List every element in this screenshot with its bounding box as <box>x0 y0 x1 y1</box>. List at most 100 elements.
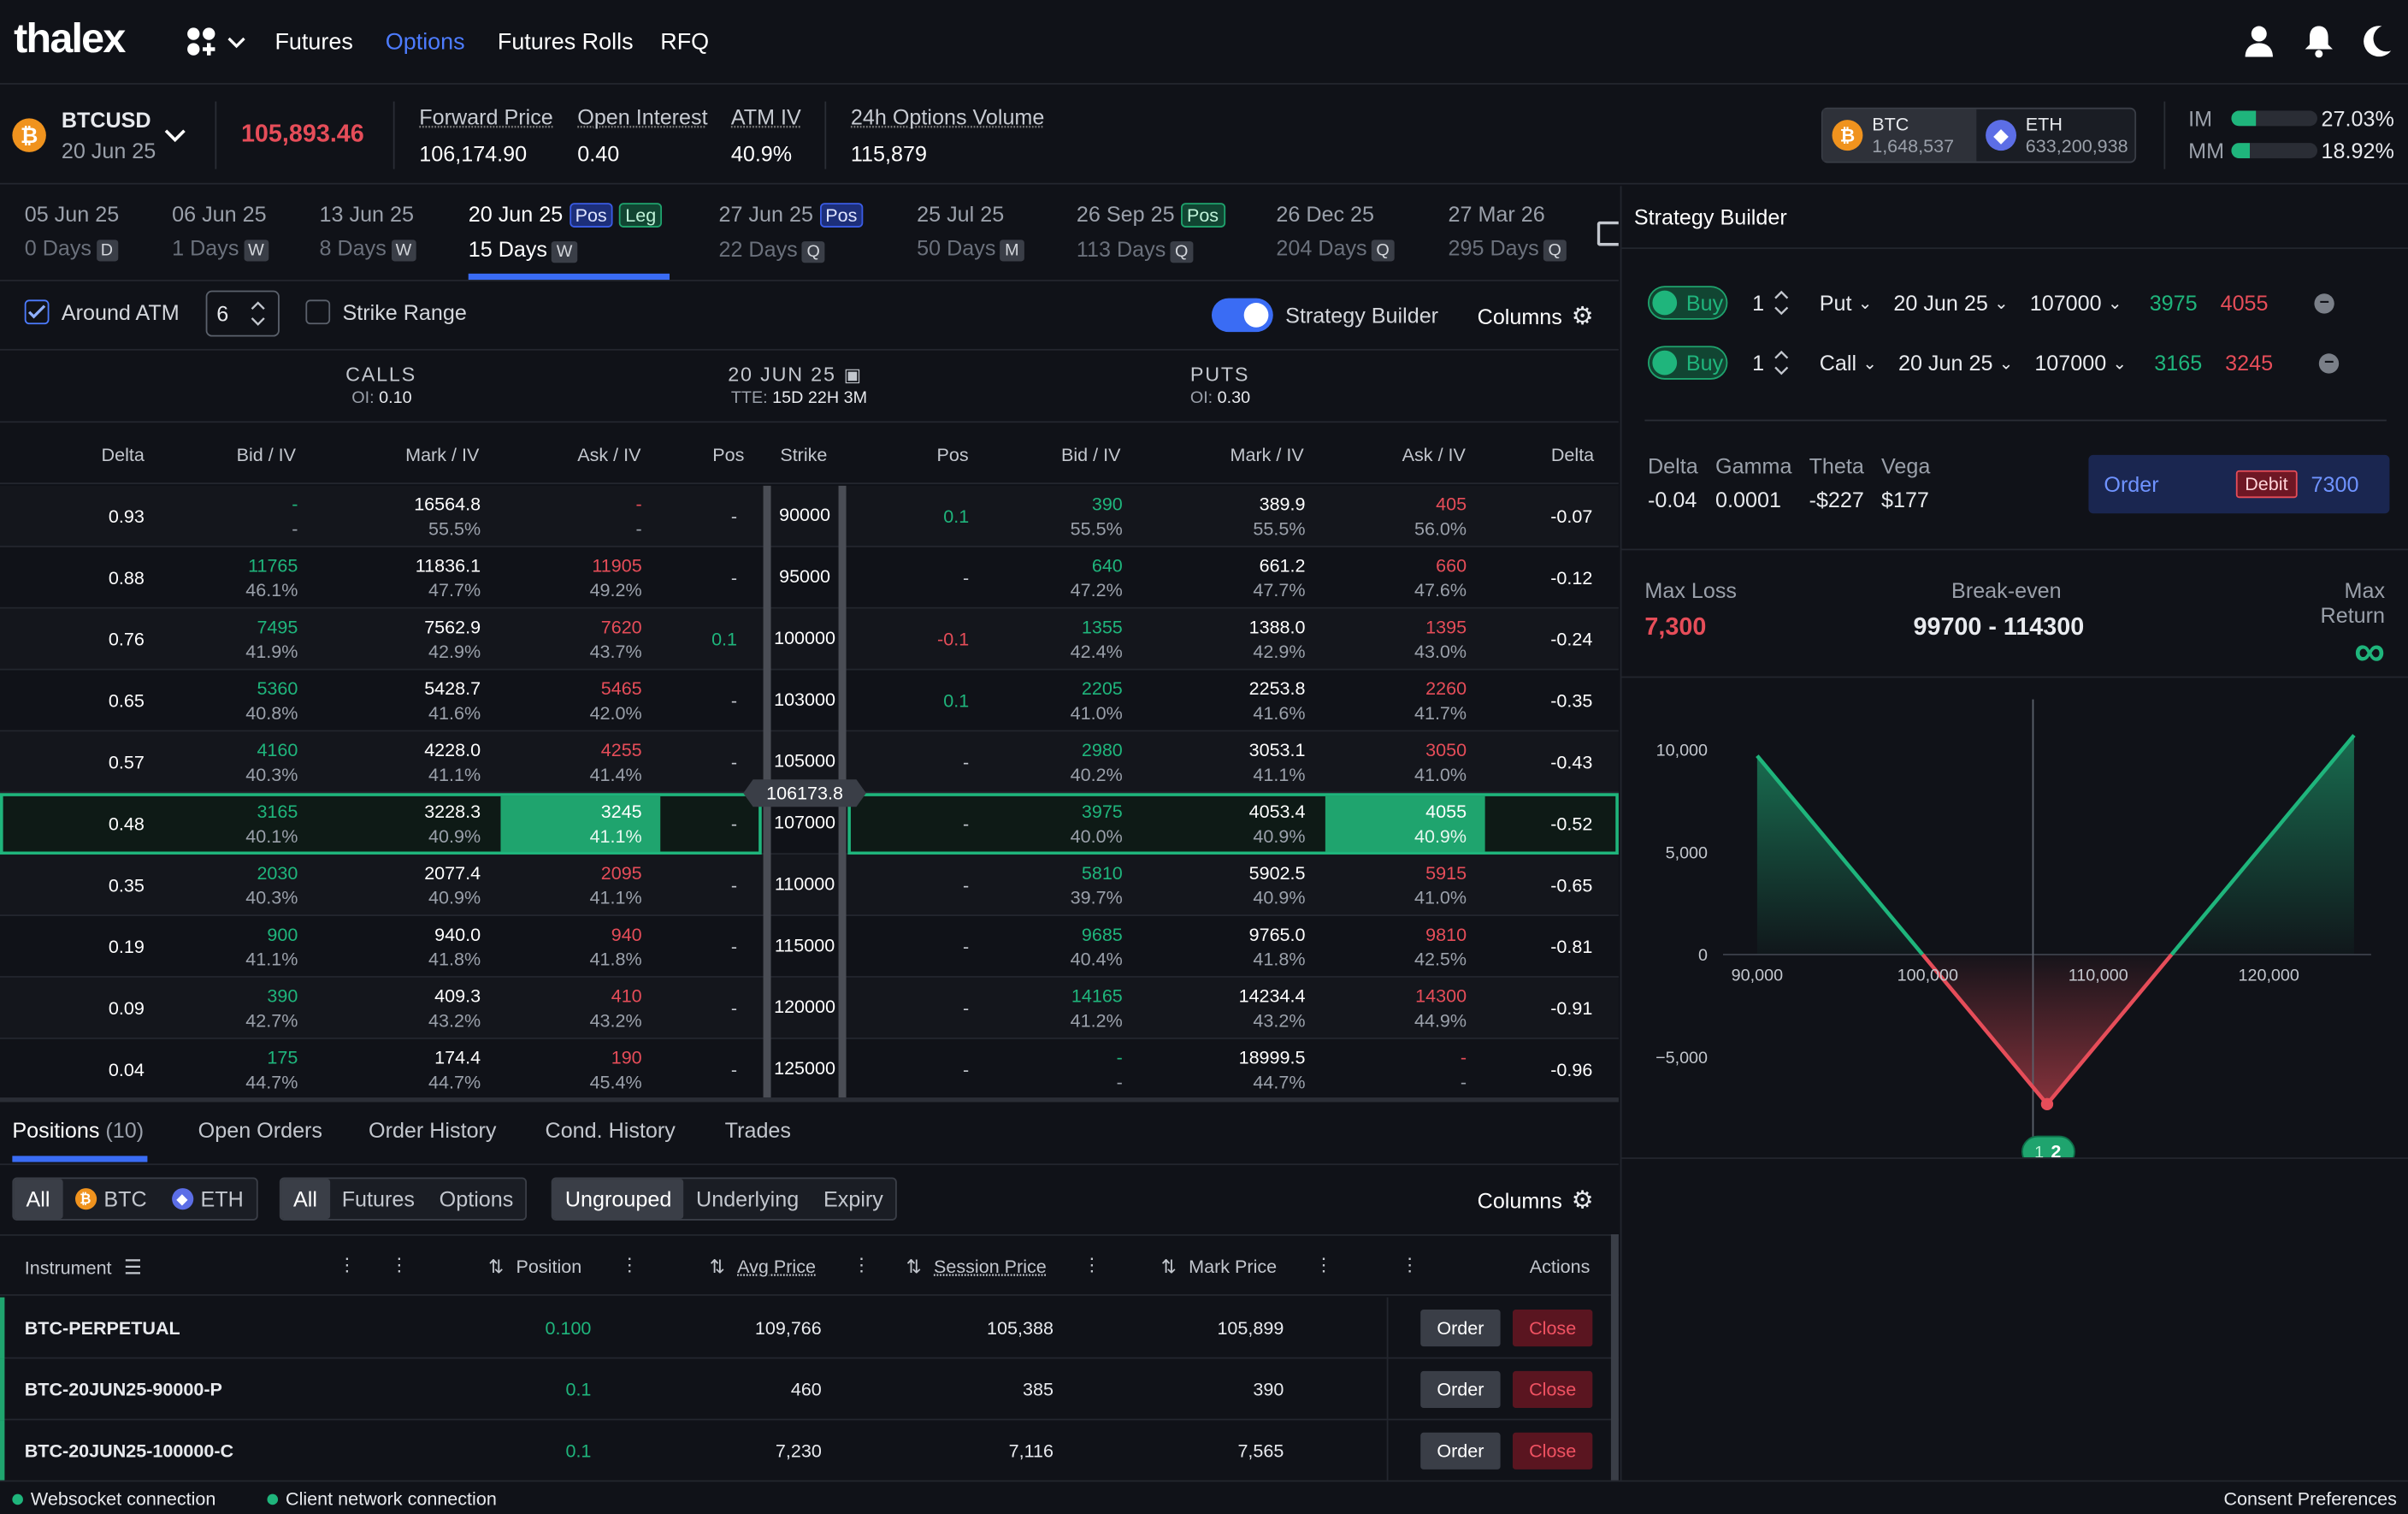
filter-ungrouped[interactable]: Ungrouped <box>552 1179 684 1220</box>
remove-leg-icon[interactable]: − <box>2314 293 2334 313</box>
close-button[interactable]: Close <box>1512 1432 1593 1470</box>
nav-options[interactable]: Options <box>385 29 465 56</box>
expiry-tab-25jul[interactable]: 25 Jul 25 50 Days M <box>917 201 1024 262</box>
chain-cell-ca[interactable]: 940 41.8% <box>589 923 642 970</box>
col-strike[interactable]: Strike <box>780 444 828 466</box>
leg-strike-select[interactable]: 107000 <box>2034 350 2107 376</box>
leg-strike-select[interactable]: 107000 <box>2029 290 2102 316</box>
strike-range-checkbox[interactable]: Strike Range <box>305 299 467 325</box>
chain-cell-pa[interactable]: 660 47.6% <box>1414 554 1467 601</box>
col-instrument[interactable]: Instrument ☰ <box>24 1256 142 1280</box>
filter-options[interactable]: Options <box>439 1186 514 1212</box>
apps-menu-button[interactable] <box>186 27 247 57</box>
chain-cell-ca[interactable]: -- <box>635 493 642 540</box>
chain-cell-pa[interactable]: 2260 41.7% <box>1414 677 1467 724</box>
scroll-tabs-icon[interactable] <box>1596 221 1619 246</box>
order-button[interactable]: Order <box>1420 1310 1501 1347</box>
chain-cell-cb[interactable]: 175 44.7% <box>245 1046 298 1093</box>
chain-cell-pb[interactable]: 3975 40.0% <box>1070 801 1123 848</box>
col-menu-icon[interactable]: ⋮ <box>1400 1254 1419 1276</box>
tab-cond-history[interactable]: Cond. History <box>545 1117 676 1143</box>
expiry-tab-13jun[interactable]: 13 Jun 25 8 Days W <box>320 201 416 262</box>
chain-row[interactable]: 0.65 5360 40.8% 5428.7 41.6% 5465 42.0% - 0.1 220… <box>0 670 1619 732</box>
col-menu-icon[interactable]: ⋮ <box>1314 1254 1333 1276</box>
chain-cell-ca[interactable]: 2095 41.1% <box>589 862 642 909</box>
expiry-tab-05jun[interactable]: 05 Jun 25 0 Days D <box>24 201 120 262</box>
chain-cell-pb[interactable]: 1355 42.4% <box>1070 616 1123 663</box>
chain-cell-cm[interactable]: 7562.9 42.9% <box>424 616 481 663</box>
chain-cell-ca[interactable]: 3245 41.1% <box>589 801 642 848</box>
col-menu-icon[interactable]: ⋮ <box>338 1254 357 1276</box>
chain-cell-pa[interactable]: 3050 41.0% <box>1414 739 1467 786</box>
col-put-pos[interactable]: Pos <box>936 444 969 466</box>
nav-futures[interactable]: Futures <box>274 29 353 56</box>
chain-cell-pb[interactable]: 2980 40.2% <box>1070 739 1123 786</box>
position-row[interactable]: BTC-20JUN25-90000-P 0.1 460 385 390 Order Clos… <box>0 1358 1619 1421</box>
chain-row[interactable]: 0.35 2030 40.3% 2077.4 40.9% 2095 41.1% - - 5810 3… <box>0 855 1619 917</box>
chain-row[interactable]: 0.48 3165 40.1% 3228.3 40.9% 3245 41.1% - - 3975 4… <box>0 793 1619 855</box>
chain-cell-pm[interactable]: 9765.0 41.8% <box>1248 923 1306 970</box>
tab-order-history[interactable]: Order History <box>369 1117 497 1143</box>
tab-open-orders[interactable]: Open Orders <box>198 1117 323 1143</box>
leg-qty[interactable]: 1 <box>1752 290 1765 316</box>
expiry-tab-27mar[interactable]: 27 Mar 26 295 Days Q <box>1449 201 1567 262</box>
chain-cell-pa[interactable]: 4055 40.9% <box>1414 801 1467 848</box>
nav-rfq[interactable]: RFQ <box>660 29 710 56</box>
col-mark-price[interactable]: ⇅ Mark Price <box>1160 1256 1278 1278</box>
col-avg-price[interactable]: ⇅ Avg Price <box>709 1256 816 1278</box>
chain-cell-pb[interactable]: 5810 39.7% <box>1070 862 1123 909</box>
chain-cell-pm[interactable]: 389.9 55.5% <box>1253 493 1306 540</box>
tab-positions[interactable]: Positions (10) <box>12 1117 145 1143</box>
close-button[interactable]: Close <box>1512 1310 1593 1347</box>
expiry-tab-06jun[interactable]: 06 Jun 25 1 Days W <box>172 201 269 262</box>
order-button[interactable]: Order <box>1420 1432 1501 1470</box>
chain-cell-cb[interactable]: 4160 40.3% <box>245 739 298 786</box>
chain-cell-cm[interactable]: 940.0 41.8% <box>428 923 481 970</box>
chain-cell-pa[interactable]: -- <box>1460 1046 1467 1093</box>
position-row[interactable]: BTC-20JUN25-100000-C 0.1 7,230 7,116 7,565 Or… <box>0 1420 1619 1482</box>
chain-cell-pb[interactable]: 14165 41.2% <box>1070 985 1123 1032</box>
positions-columns-button[interactable]: Columns ⚙ <box>1478 1185 1594 1215</box>
chain-cell-pm[interactable]: 2253.8 41.6% <box>1248 677 1306 724</box>
chain-cell-cm[interactable]: 11836.1 47.7% <box>415 554 481 601</box>
chain-cell-pm[interactable]: 1388.0 42.9% <box>1248 616 1306 663</box>
col-menu-icon[interactable]: ⋮ <box>852 1254 871 1276</box>
col-put-mark[interactable]: Mark / IV <box>1230 444 1304 466</box>
moon-icon[interactable] <box>2360 23 2394 57</box>
chain-cell-ca[interactable]: 410 43.2% <box>589 985 642 1032</box>
stepper-arrows-icon[interactable] <box>1774 286 1789 320</box>
chain-cell-cb[interactable]: -- <box>292 493 298 540</box>
chain-cell-cm[interactable]: 409.3 43.2% <box>428 985 481 1032</box>
chain-row[interactable]: 0.57 4160 40.3% 4228.0 41.1% 4255 41.4% - - 2980 4… <box>0 731 1619 794</box>
stepper-arrows-icon[interactable] <box>1774 346 1789 380</box>
bell-icon[interactable] <box>2304 25 2334 59</box>
col-menu-icon[interactable]: ⋮ <box>620 1254 640 1276</box>
chain-cell-ca[interactable]: 11905 49.2% <box>589 554 642 601</box>
chain-cell-pm[interactable]: 18999.5 44.7% <box>1238 1046 1306 1093</box>
col-call-pos[interactable]: Pos <box>712 444 745 466</box>
leg-expiry-select[interactable]: 20 Jun 25 <box>1897 350 1993 376</box>
chain-row[interactable]: 0.09 390 42.7% 409.3 43.2% 410 43.2% - - 14165 41.… <box>0 977 1619 1039</box>
filter-expiry[interactable]: Expiry <box>823 1186 883 1212</box>
user-icon[interactable] <box>2244 25 2275 59</box>
chain-cell-pa[interactable]: 1395 43.0% <box>1414 616 1467 663</box>
col-call-delta[interactable]: Delta <box>101 444 145 466</box>
strategy-builder-toggle[interactable]: Strategy Builder <box>1211 298 1438 333</box>
expiry-tab-20jun[interactable]: 20 Jun 25 Pos Leg 15 Days W <box>469 201 663 263</box>
expiry-tab-26dec[interactable]: 26 Dec 25 204 Days Q <box>1276 201 1395 262</box>
chain-cell-pm[interactable]: 14234.4 43.2% <box>1238 985 1306 1032</box>
col-put-bid[interactable]: Bid / IV <box>1060 444 1121 466</box>
col-put-delta[interactable]: Delta <box>1550 444 1595 466</box>
leg-type-select[interactable]: Put <box>1819 290 1852 316</box>
chain-cell-cm[interactable]: 16564.8 55.5% <box>414 493 481 540</box>
chain-cell-cb[interactable]: 2030 40.3% <box>245 862 298 909</box>
payoff-chart[interactable]: 10,000 5,000 0 −5,000 90,000 100,000 110,000 12… <box>1621 677 2408 1158</box>
leg-type-select[interactable]: Call <box>1819 350 1857 376</box>
expiry-tab-26sep[interactable]: 26 Sep 25 Pos 113 Days Q <box>1077 201 1225 263</box>
chain-cell-ca[interactable]: 190 45.4% <box>589 1046 642 1093</box>
chain-cell-pa[interactable]: 5915 41.0% <box>1414 862 1467 909</box>
chart-icon[interactable]: ▣ <box>843 363 863 386</box>
chain-cell-pb[interactable]: -- <box>1116 1046 1123 1093</box>
chain-cell-cm[interactable]: 174.4 44.7% <box>428 1046 481 1093</box>
chain-cell-cm[interactable]: 3228.3 40.9% <box>424 801 481 848</box>
